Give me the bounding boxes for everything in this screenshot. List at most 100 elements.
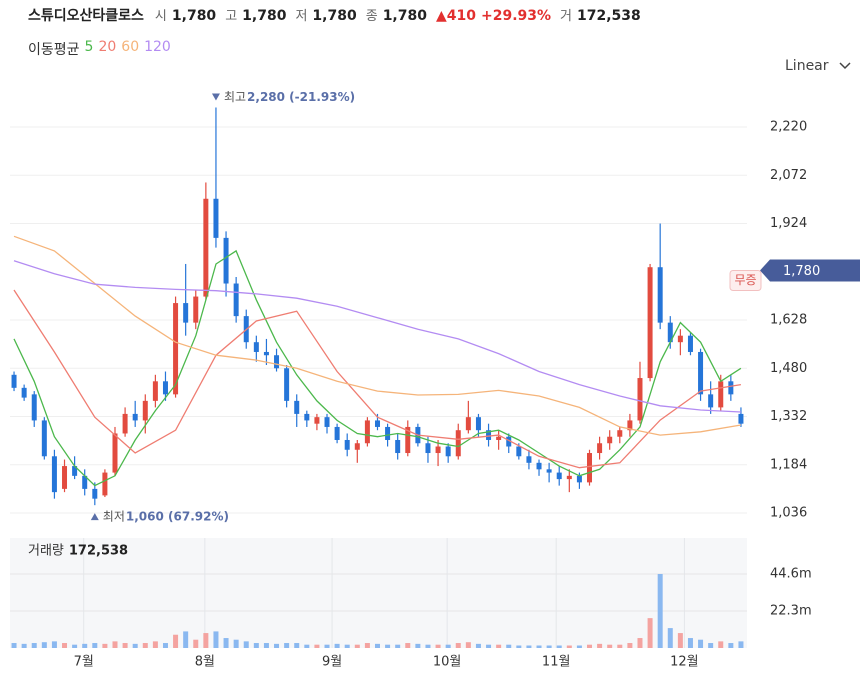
candle-body [374,420,380,427]
volume-bar [132,643,138,648]
annotation-value: 1,060 (67.92%) [126,510,229,524]
volume-bar [475,643,481,648]
candle-body [536,462,542,470]
volume-bar [102,643,108,648]
candle-body [354,443,360,450]
volume-bar [607,644,613,648]
candle-body [516,446,522,457]
legend-item[interactable]: 60 [121,39,140,55]
volume-bar [455,643,461,648]
y-tick-label: 1,036 [770,506,807,521]
chevron[interactable] [839,62,851,70]
y-tick-label: 1,332 [770,409,807,424]
volume-bar [72,644,78,648]
candle-body [142,400,148,421]
candle-body [687,335,693,352]
candle-body [253,342,259,352]
candle-body [657,267,663,323]
candle-body [72,466,78,476]
candle-body [263,351,269,356]
y-tick-label: 1,628 [770,313,807,328]
volume-bar [223,638,229,648]
x-tick-label: 10월 [433,655,462,670]
candle-body [173,303,179,395]
candle-body [607,436,613,444]
candle-body [203,198,209,297]
volume-panel [10,538,747,648]
volume-bar [667,628,673,648]
volume-bar [284,643,290,648]
volume-bar [243,641,249,648]
volume-value: 172,538 [577,8,641,24]
volume-bar [708,643,714,648]
volume-bar [274,643,280,648]
candle-body [82,475,88,489]
volume-bar [647,618,653,648]
candle-body [284,368,290,401]
y-tick-label: 1,184 [770,457,807,472]
last-price-box [760,259,860,282]
candle-body [445,446,451,457]
candle-body [294,400,300,414]
volume-bar [597,643,603,648]
candle-body [556,472,562,480]
field-value: 1,780 [382,8,427,24]
candle-body [132,413,138,421]
candle-body [637,378,643,421]
x-tick-label: 12월 [670,655,699,670]
candle-body [31,394,37,421]
volume-bar [354,644,360,648]
candle-body [486,430,492,440]
volume-bar [294,643,300,648]
field-value: 1,780 [242,8,287,24]
volume-bar [233,639,239,648]
volume-bar [385,644,391,648]
annotation-marker [211,93,220,101]
volume-bar [627,643,633,648]
candle-body [526,456,532,463]
volume-bar [405,643,411,648]
volume-bar [324,644,330,648]
candle-body [738,413,744,424]
candle-body [718,381,724,408]
volume-bar [122,643,128,648]
candle-body [324,417,330,427]
stock-name: 스튜디오산타클로스 [28,8,144,24]
legend-title: 이동평균 [28,42,80,58]
volume-bar [395,644,401,648]
candle-body [233,283,239,317]
scale-selector[interactable]: Linear [785,58,851,74]
scale-mode[interactable]: Linear [785,58,829,74]
volume-bar [304,644,310,648]
volume-bar [142,643,148,648]
volume-bar [576,645,582,648]
legend: 이동평균 5 20 60 120 [28,39,171,59]
volume-bar [435,644,441,648]
volume-bar [556,645,562,648]
volume-bar [546,645,552,648]
candle-body [385,426,391,440]
volume-bar [51,641,57,648]
candle-body [435,446,441,454]
legend-item[interactable]: 20 [98,39,117,55]
volume-bar [587,644,593,648]
candle-body [677,335,683,343]
candle-body [162,381,168,395]
field-label: 저 [295,9,308,24]
candle-body [223,237,229,284]
x-tick-label: 7월 [74,655,94,670]
annotation-label: 최고 [224,90,246,104]
legend-item[interactable]: 120 [144,39,171,55]
legend-item[interactable]: 5 [84,39,94,55]
candle-body [314,417,320,424]
volume-bar [62,643,68,648]
moving-average [13,289,742,469]
candle-body [455,430,461,457]
annotation-value: 2,280 (-21.93%) [247,90,355,104]
field-value: 1,780 [171,8,217,24]
field-label: 고 [225,9,238,24]
y-tick-label: 22.3m [770,604,812,619]
volume-bar [253,643,259,648]
candle-body [334,426,340,440]
volume-bar [193,639,199,648]
